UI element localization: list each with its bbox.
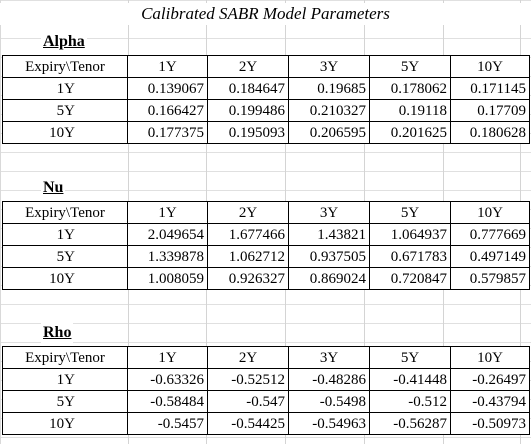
- value-cell[interactable]: 0.19685: [288, 77, 370, 100]
- value-cell[interactable]: 0.210327: [288, 99, 370, 122]
- expiry-label[interactable]: 10Y: [2, 412, 128, 435]
- tenor-header[interactable]: 5Y: [369, 201, 451, 224]
- value-cell[interactable]: 0.206595: [288, 121, 370, 144]
- expiry-label[interactable]: 10Y: [2, 267, 128, 290]
- value-cell[interactable]: -0.63326: [127, 368, 208, 391]
- value-cell[interactable]: 0.497149: [450, 245, 530, 268]
- expiry-label[interactable]: 5Y: [2, 99, 128, 122]
- tenor-header[interactable]: 5Y: [369, 55, 451, 78]
- value-cell[interactable]: 0.671783: [369, 245, 451, 268]
- rho-heading: Rho: [41, 323, 74, 343]
- value-cell[interactable]: 0.184647: [207, 77, 289, 100]
- value-cell[interactable]: -0.547: [207, 390, 289, 413]
- value-cell[interactable]: 1.064937: [369, 223, 451, 246]
- table-row: 5Y 1.339878 1.062712 0.937505 0.671783 0…: [2, 245, 530, 268]
- expiry-label[interactable]: 5Y: [2, 245, 128, 268]
- expiry-tenor-header[interactable]: Expiry\Tenor: [2, 55, 128, 78]
- value-cell[interactable]: -0.41448: [369, 368, 451, 391]
- tenor-header[interactable]: 2Y: [207, 55, 289, 78]
- expiry-label[interactable]: 1Y: [2, 77, 128, 100]
- value-cell[interactable]: 2.049654: [127, 223, 208, 246]
- value-cell[interactable]: 0.19118: [369, 99, 451, 122]
- tenor-header[interactable]: 2Y: [207, 346, 289, 369]
- value-cell[interactable]: -0.5457: [127, 412, 208, 435]
- table-row: 10Y 0.177375 0.195093 0.206595 0.201625 …: [2, 121, 530, 144]
- value-cell[interactable]: 0.177375: [127, 121, 208, 144]
- value-cell[interactable]: -0.48286: [288, 368, 370, 391]
- alpha-heading: Alpha: [41, 32, 87, 52]
- value-cell[interactable]: 0.180628: [450, 121, 530, 144]
- value-cell[interactable]: -0.52512: [207, 368, 289, 391]
- value-cell[interactable]: 0.195093: [207, 121, 289, 144]
- tenor-header[interactable]: 1Y: [127, 201, 208, 224]
- expiry-label[interactable]: 1Y: [2, 368, 128, 391]
- value-cell[interactable]: 0.720847: [369, 267, 451, 290]
- table-row: 1Y 0.139067 0.184647 0.19685 0.178062 0.…: [2, 77, 530, 100]
- value-cell[interactable]: 1.339878: [127, 245, 208, 268]
- tenor-header[interactable]: 3Y: [288, 201, 370, 224]
- value-cell[interactable]: -0.54425: [207, 412, 289, 435]
- table-row: 1Y 2.049654 1.677466 1.43821 1.064937 0.…: [2, 223, 530, 246]
- value-cell[interactable]: 1.008059: [127, 267, 208, 290]
- table-row: 5Y -0.58484 -0.547 -0.5498 -0.512 -0.437…: [2, 390, 530, 413]
- value-cell[interactable]: 0.926327: [207, 267, 289, 290]
- value-cell[interactable]: 1.677466: [207, 223, 289, 246]
- tenor-header[interactable]: 3Y: [288, 346, 370, 369]
- tenor-header[interactable]: 5Y: [369, 346, 451, 369]
- value-cell[interactable]: -0.512: [369, 390, 451, 413]
- value-cell[interactable]: 0.171145: [450, 77, 530, 100]
- tenor-header[interactable]: 2Y: [207, 201, 289, 224]
- alpha-table: Expiry\Tenor 1Y 2Y 3Y 5Y 10Y 1Y 0.139067…: [2, 55, 530, 144]
- table-header-row: Expiry\Tenor 1Y 2Y 3Y 5Y 10Y: [2, 346, 530, 369]
- tenor-header[interactable]: 10Y: [450, 346, 530, 369]
- value-cell[interactable]: 0.178062: [369, 77, 451, 100]
- value-cell[interactable]: -0.58484: [127, 390, 208, 413]
- expiry-tenor-header[interactable]: Expiry\Tenor: [2, 346, 128, 369]
- tenor-header[interactable]: 1Y: [127, 346, 208, 369]
- value-cell[interactable]: -0.56287: [369, 412, 451, 435]
- value-cell[interactable]: 1.43821: [288, 223, 370, 246]
- value-cell[interactable]: 0.201625: [369, 121, 451, 144]
- value-cell[interactable]: 0.199486: [207, 99, 289, 122]
- table-row: 5Y 0.166427 0.199486 0.210327 0.19118 0.…: [2, 99, 530, 122]
- value-cell[interactable]: -0.50973: [450, 412, 530, 435]
- table-row: 10Y 1.008059 0.926327 0.869024 0.720847 …: [2, 267, 530, 290]
- sheet-title: Calibrated SABR Model Parameters: [0, 3, 531, 25]
- table-header-row: Expiry\Tenor 1Y 2Y 3Y 5Y 10Y: [2, 201, 530, 224]
- value-cell[interactable]: -0.5498: [288, 390, 370, 413]
- tenor-header[interactable]: 1Y: [127, 55, 208, 78]
- value-cell[interactable]: 0.579857: [450, 267, 530, 290]
- expiry-label[interactable]: 5Y: [2, 390, 128, 413]
- value-cell[interactable]: 0.17709: [450, 99, 530, 122]
- expiry-tenor-header[interactable]: Expiry\Tenor: [2, 201, 128, 224]
- tenor-header[interactable]: 10Y: [450, 201, 530, 224]
- table-header-row: Expiry\Tenor 1Y 2Y 3Y 5Y 10Y: [2, 55, 530, 78]
- expiry-label[interactable]: 10Y: [2, 121, 128, 144]
- value-cell[interactable]: 0.777669: [450, 223, 530, 246]
- value-cell[interactable]: -0.54963: [288, 412, 370, 435]
- table-row: 1Y -0.63326 -0.52512 -0.48286 -0.41448 -…: [2, 368, 530, 391]
- value-cell[interactable]: -0.43794: [450, 390, 530, 413]
- nu-table: Expiry\Tenor 1Y 2Y 3Y 5Y 10Y 1Y 2.049654…: [2, 201, 530, 290]
- value-cell[interactable]: 0.139067: [127, 77, 208, 100]
- tenor-header[interactable]: 3Y: [288, 55, 370, 78]
- table-row: 10Y -0.5457 -0.54425 -0.54963 -0.56287 -…: [2, 412, 530, 435]
- expiry-label[interactable]: 1Y: [2, 223, 128, 246]
- tenor-header[interactable]: 10Y: [450, 55, 530, 78]
- value-cell[interactable]: 0.166427: [127, 99, 208, 122]
- value-cell[interactable]: 1.062712: [207, 245, 289, 268]
- nu-heading: Nu: [41, 178, 66, 198]
- value-cell[interactable]: 0.869024: [288, 267, 370, 290]
- value-cell[interactable]: -0.26497: [450, 368, 530, 391]
- value-cell[interactable]: 0.937505: [288, 245, 370, 268]
- rho-table: Expiry\Tenor 1Y 2Y 3Y 5Y 10Y 1Y -0.63326…: [2, 346, 530, 435]
